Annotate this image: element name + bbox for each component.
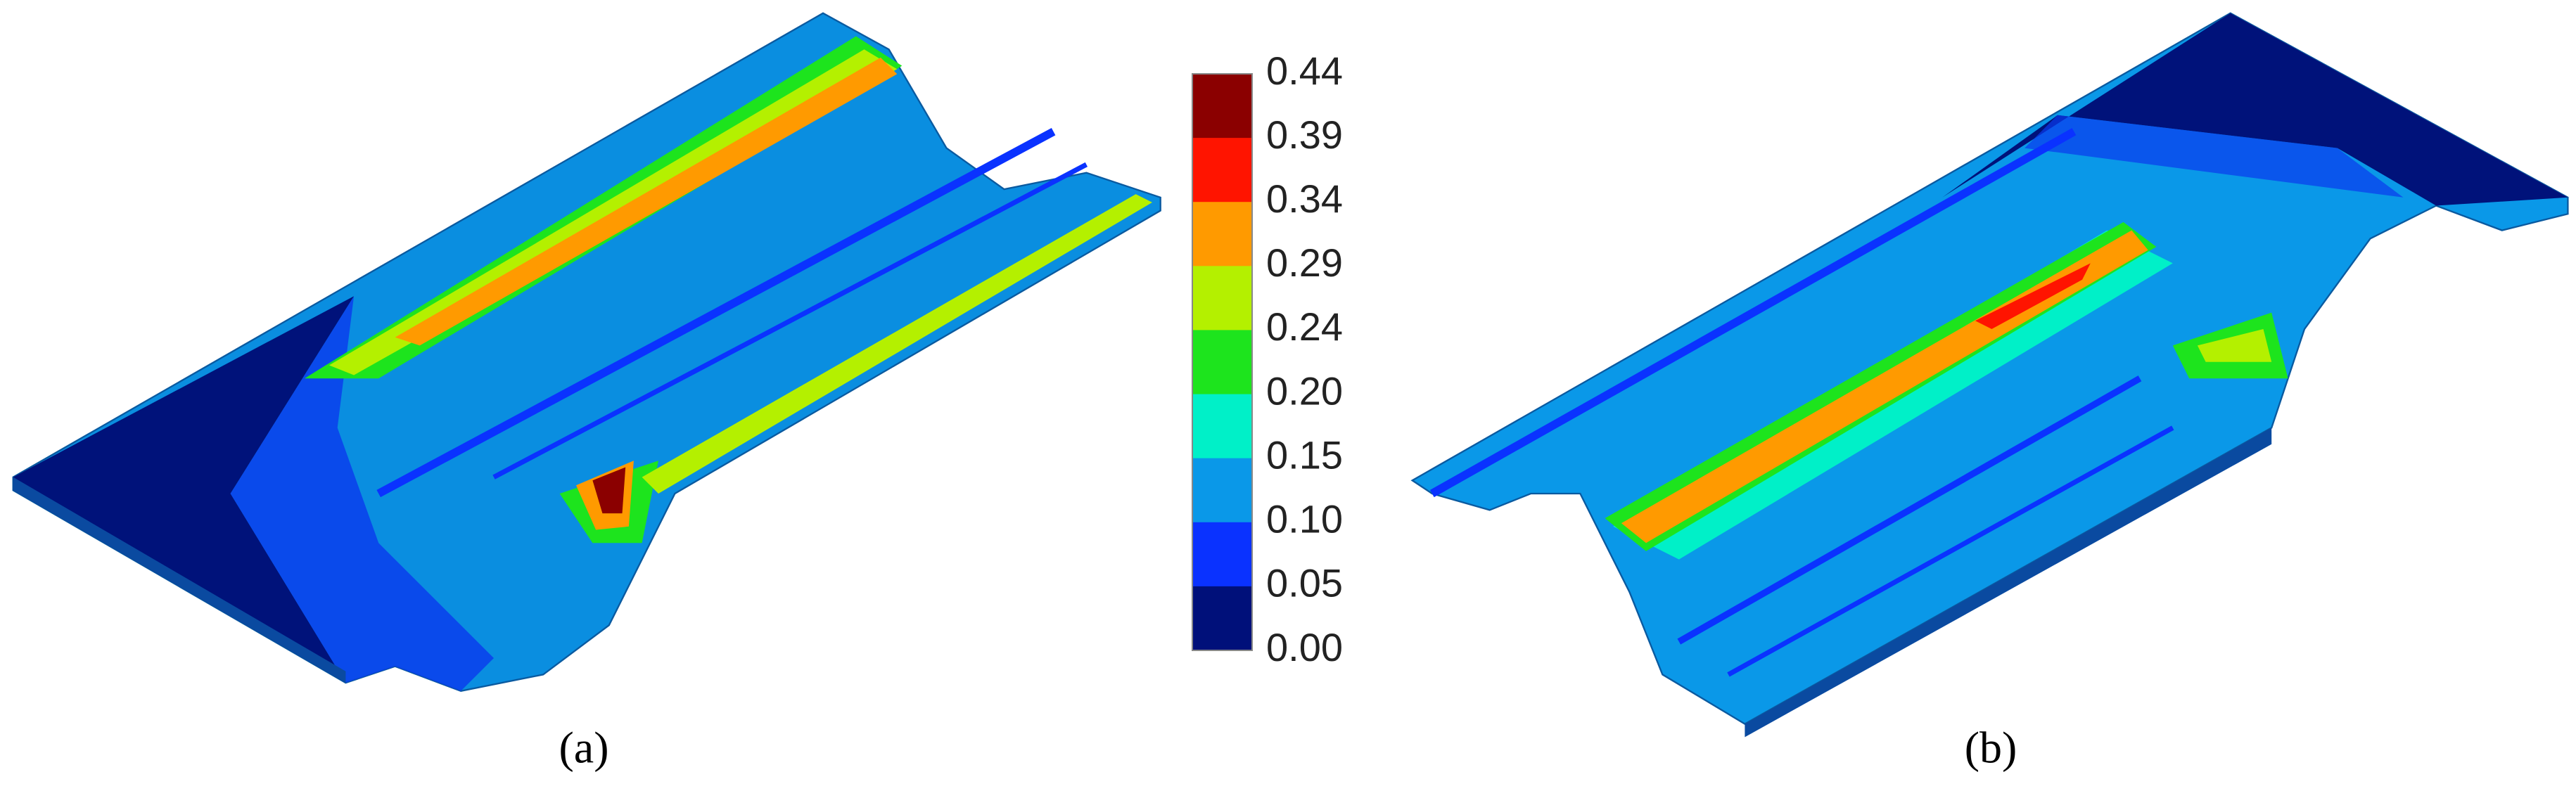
legend-label: 0.10	[1266, 497, 1343, 541]
plate-a	[12, 12, 1161, 693]
legend-frame	[1192, 73, 1253, 651]
legend-label: 0.44	[1266, 49, 1343, 93]
legend-swatch	[1192, 138, 1252, 202]
panel-label: (a)	[559, 723, 608, 773]
legend-swatch	[1192, 586, 1252, 651]
legend-swatch	[1192, 266, 1252, 330]
plate-b	[1410, 12, 2569, 738]
legend-swatch	[1192, 202, 1252, 266]
legend-swatch	[1192, 74, 1252, 139]
legend-label: 0.05	[1266, 561, 1343, 605]
legend-label: 0.15	[1266, 432, 1343, 477]
legend-label: 0.24	[1266, 304, 1343, 349]
legend-label: 0.20	[1266, 368, 1343, 413]
color-legend: 0.44 0.39 0.34 0.29 0.24 0.20 0.15 0.10 0.05 0.00	[1192, 49, 1343, 669]
legend-swatch	[1192, 394, 1252, 459]
legend-label: 0.34	[1266, 176, 1343, 221]
legend-label: 0.29	[1266, 240, 1343, 285]
legend-swatch	[1192, 522, 1252, 587]
legend-swatch	[1192, 330, 1252, 395]
legend-label: 0.39	[1266, 112, 1343, 157]
panel-label: (b)	[1965, 723, 2017, 773]
legend-label: 0.00	[1266, 625, 1343, 669]
legend-swatch	[1192, 458, 1252, 523]
